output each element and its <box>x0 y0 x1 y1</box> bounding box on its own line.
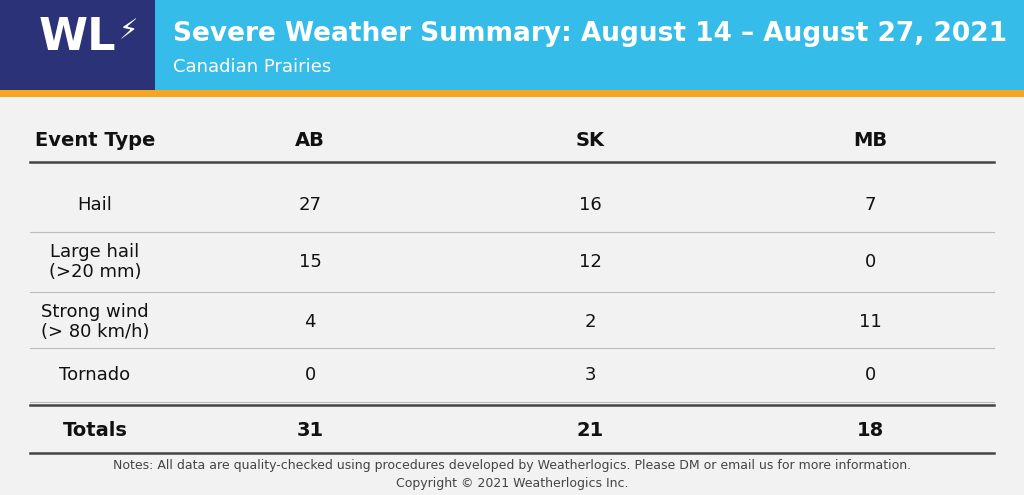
Text: Canadian Prairies: Canadian Prairies <box>173 58 331 77</box>
Text: 27: 27 <box>299 196 322 214</box>
Text: Notes: All data are quality-checked using procedures developed by Weatherlogics.: Notes: All data are quality-checked usin… <box>113 459 911 473</box>
Text: 3: 3 <box>585 366 596 384</box>
Text: WL: WL <box>39 16 117 59</box>
Text: AB: AB <box>295 131 325 149</box>
Text: Large hail
(>20 mm): Large hail (>20 mm) <box>49 243 141 281</box>
Text: 18: 18 <box>856 420 884 440</box>
Text: Strong wind
(> 80 km/h): Strong wind (> 80 km/h) <box>41 302 150 342</box>
Text: 16: 16 <box>579 196 601 214</box>
Text: 2: 2 <box>585 313 596 331</box>
Text: 0: 0 <box>864 366 876 384</box>
Bar <box>155 0 1024 90</box>
Text: 7: 7 <box>864 196 876 214</box>
Text: Tornado: Tornado <box>59 366 131 384</box>
Text: Hail: Hail <box>78 196 113 214</box>
Text: SK: SK <box>575 131 604 149</box>
Text: Event Type: Event Type <box>35 131 156 149</box>
Bar <box>0 90 1024 97</box>
Text: MB: MB <box>853 131 887 149</box>
Text: 21: 21 <box>577 420 603 440</box>
Text: 15: 15 <box>299 253 322 271</box>
Bar <box>0 0 155 90</box>
Text: Copyright © 2021 Weatherlogics Inc.: Copyright © 2021 Weatherlogics Inc. <box>395 478 629 491</box>
Text: 0: 0 <box>304 366 315 384</box>
Text: Totals: Totals <box>62 420 127 440</box>
Text: 12: 12 <box>579 253 601 271</box>
Text: ⚡: ⚡ <box>119 17 138 46</box>
Text: 4: 4 <box>304 313 315 331</box>
Text: 0: 0 <box>864 253 876 271</box>
Text: Severe Weather Summary: August 14 – August 27, 2021: Severe Weather Summary: August 14 – Augu… <box>173 21 1008 47</box>
Text: 31: 31 <box>296 420 324 440</box>
Text: 11: 11 <box>859 313 882 331</box>
